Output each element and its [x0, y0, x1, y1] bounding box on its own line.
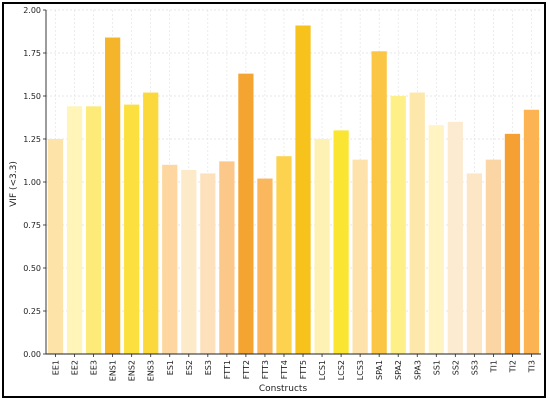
x-tick-label: TI3: [527, 360, 536, 373]
bar-ee2: [66, 106, 83, 354]
bar-ens2: [124, 104, 140, 354]
x-tick-label: SS2: [451, 360, 460, 375]
bar-ee1: [47, 139, 64, 354]
bar-ti3: [523, 109, 540, 354]
x-tick-label: ES2: [185, 360, 194, 375]
x-tick-label: EE3: [90, 360, 99, 375]
bar-ftt2: [238, 73, 254, 354]
bar-spa2: [390, 96, 406, 354]
y-tick-label: 0.50: [23, 264, 41, 273]
x-tick-label: EE1: [52, 360, 61, 375]
chart-frame: 0.00 0.25 0.50 0.75 1.00 1.25 1.50 1.75 2.00 EE1 E…: [2, 2, 546, 398]
bar-ftt3: [257, 178, 273, 354]
bar-ens3: [143, 92, 159, 354]
bar-es3: [200, 173, 216, 354]
bar-ftt1: [219, 161, 235, 354]
x-tick-label: SPA1: [375, 360, 384, 380]
tick-labels: 0.00 0.25 0.50 0.75 1.00 1.25 1.50 1.75 2.00 EE1 E…: [23, 6, 536, 381]
bar-ens1: [105, 37, 121, 355]
bar-spa3: [409, 92, 425, 354]
bar-lcs3: [352, 159, 368, 354]
bar-ti1: [485, 159, 502, 354]
y-tick-label: 0.25: [23, 307, 41, 316]
y-axis-label: VIF (<3.3): [9, 161, 19, 207]
bar-spa1: [371, 51, 387, 354]
bar-ss3: [466, 173, 482, 354]
y-tick-label: 1.50: [23, 92, 41, 101]
y-tick-label: 2.00: [23, 6, 41, 15]
x-tick-label: FTT5: [299, 360, 308, 379]
bar-chart: 0.00 0.25 0.50 0.75 1.00 1.25 1.50 1.75 2.00 EE1 E…: [9, 6, 541, 394]
bar-ss1: [428, 125, 444, 355]
x-tick-label: EE2: [71, 360, 80, 375]
bars: [47, 25, 540, 355]
x-tick-label: FTT1: [223, 360, 232, 379]
bar-lcs1: [314, 139, 330, 354]
bar-ti2: [504, 133, 521, 354]
x-tick-label: SS3: [470, 360, 479, 375]
x-axis-label: Constructs: [259, 384, 308, 394]
bar-ftt4: [276, 156, 292, 354]
x-tick-label: SS1: [432, 360, 441, 375]
x-tick-label: ENS2: [128, 360, 137, 381]
bar-ftt5: [295, 25, 311, 354]
axes: [43, 9, 541, 357]
y-tick-label: 0.00: [23, 350, 41, 359]
x-tick-label: ES3: [204, 360, 213, 375]
y-tick-label: 1.25: [23, 135, 41, 144]
bar-lcs2: [333, 130, 349, 354]
bar-ee3: [85, 106, 102, 354]
x-tick-label: ENS3: [147, 360, 156, 381]
x-tick-label: FTT3: [261, 360, 270, 379]
bar-es2: [181, 169, 197, 354]
x-tick-label: FTT2: [242, 360, 251, 379]
x-tick-label: FTT4: [280, 360, 289, 379]
bar-es1: [162, 164, 178, 354]
x-tick-label: TI1: [489, 360, 498, 373]
y-tick-label: 0.75: [23, 221, 41, 230]
bar-ss2: [447, 121, 463, 354]
x-tick-label: ENS1: [109, 360, 118, 381]
x-tick-label: LCS1: [318, 360, 327, 380]
x-tick-label: SPA3: [413, 360, 422, 380]
x-tick-label: LCS3: [356, 360, 365, 380]
x-tick-label: ES1: [166, 360, 175, 375]
x-tick-label: TI2: [508, 360, 517, 373]
y-tick-label: 1.75: [23, 49, 41, 58]
x-tick-label: SPA2: [394, 360, 403, 380]
y-tick-label: 1.00: [23, 178, 41, 187]
x-tick-label: LCS2: [337, 360, 346, 380]
